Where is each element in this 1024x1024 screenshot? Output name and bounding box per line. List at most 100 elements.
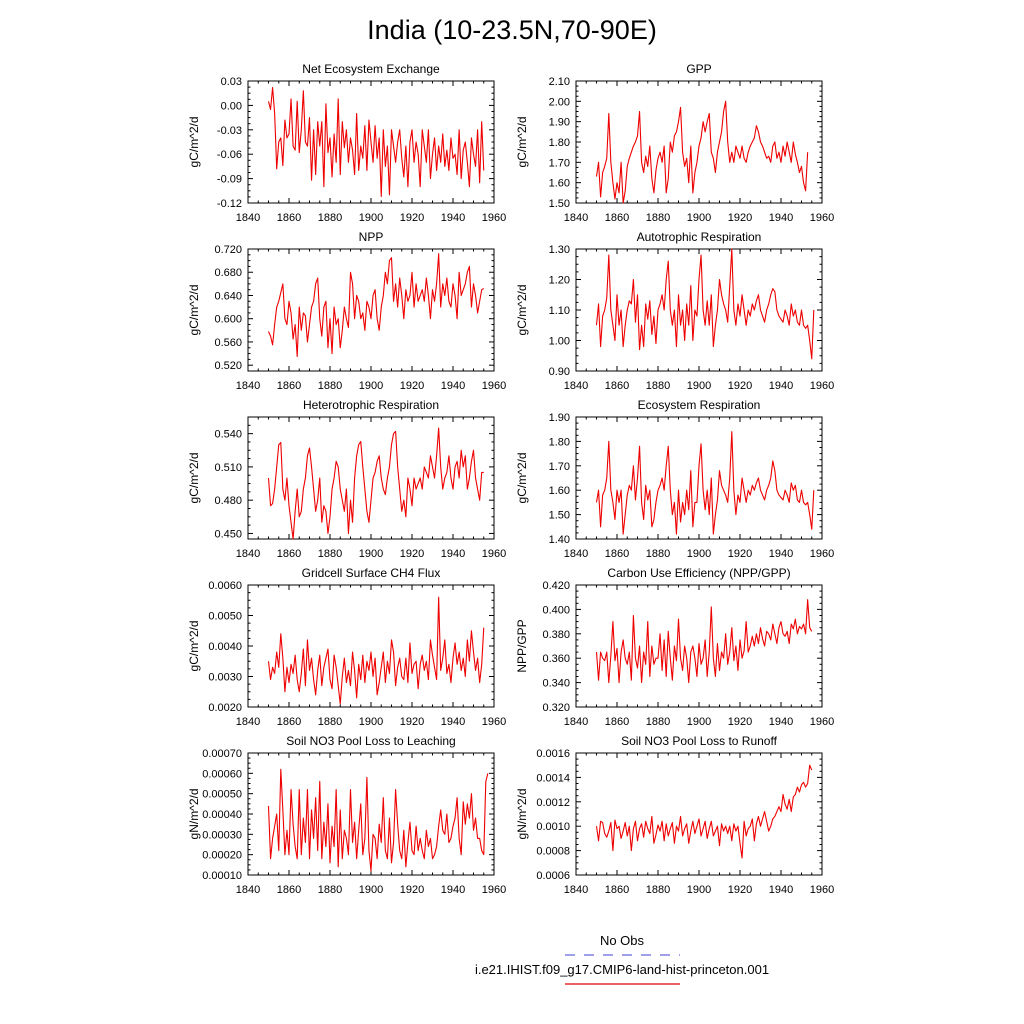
- x-tick-label: 1880: [646, 884, 670, 896]
- y-tick-label: 0.0008: [536, 846, 570, 858]
- y-tick-label: 1.30: [549, 244, 570, 256]
- y-tick-label: 0.0050: [208, 611, 242, 623]
- x-tick-label: 1960: [810, 548, 834, 560]
- x-tick-label: 1920: [400, 716, 424, 728]
- y-tick-label: 1.80: [549, 436, 570, 448]
- legend: No Obs i.e21.IHIST.f09_g17.CMIP6-land-hi…: [475, 933, 769, 985]
- y-tick-label: 0.0060: [208, 580, 242, 592]
- x-tick-label: 1920: [400, 884, 424, 896]
- plot-frame: [247, 752, 495, 876]
- y-tick-label: 0.360: [542, 653, 570, 665]
- chart-panel-7: Carbon Use Efficiency (NPP/GPP) NPP/GPP 18…: [515, 566, 834, 728]
- x-tick-label: 1900: [359, 716, 383, 728]
- x-tick-label: 1960: [482, 884, 506, 896]
- y-tick-label: 0.600: [214, 314, 242, 326]
- x-tick-label: 1840: [236, 716, 260, 728]
- chart-panel-2: NPP gC/m^2/d 1840 1860 1880 1900 1920 1940 1960 0…: [187, 230, 506, 392]
- x-tick-label: 1960: [482, 548, 506, 560]
- x-tick-label: 1840: [564, 716, 588, 728]
- panel-title: Soil NO3 Pool Loss to Runoff: [621, 734, 778, 748]
- x-tick-label: 1880: [318, 716, 342, 728]
- y-tick-label: 1.90: [549, 117, 570, 129]
- x-tick-label: 1920: [400, 212, 424, 224]
- x-tick-label: 1900: [359, 884, 383, 896]
- y-tick-label: 2.00: [549, 96, 570, 108]
- y-axis-label: gN/m^2/d: [187, 789, 201, 840]
- panels-group: Net Ecosystem Exchange gC/m^2/d 1840 1860 18…: [187, 62, 834, 896]
- y-tick-label: 0.03: [221, 76, 242, 88]
- x-tick-label: 1860: [277, 212, 301, 224]
- y-tick-label: 1.90: [549, 412, 570, 424]
- x-tick-label: 1960: [810, 716, 834, 728]
- chart-panel-6: Gridcell Surface CH4 Flux gC/m^2/d 1840 186…: [187, 566, 506, 728]
- x-tick-label: 1880: [318, 548, 342, 560]
- y-tick-label: 0.420: [542, 580, 570, 592]
- panel-title: Carbon Use Efficiency (NPP/GPP): [607, 566, 790, 580]
- y-tick-label: 1.50: [549, 198, 570, 210]
- series-line-0: [267, 768, 489, 872]
- x-tick-label: 1860: [277, 380, 301, 392]
- series-line-0: [267, 596, 485, 705]
- x-tick-label: 1880: [646, 716, 670, 728]
- y-tick-label: 2.10: [549, 76, 570, 88]
- x-tick-label: 1860: [605, 548, 629, 560]
- x-tick-label: 1920: [728, 380, 752, 392]
- y-tick-label: -0.09: [217, 174, 242, 186]
- y-tick-label: 1.60: [549, 485, 570, 497]
- legend-entry-1-label: i.e21.IHIST.f09_g17.CMIP6-land-hist-prin…: [475, 962, 769, 977]
- chart-panel-5: Ecosystem Respiration gC/m^2/d 1840 1860 188…: [515, 398, 834, 560]
- y-tick-label: -0.03: [217, 125, 242, 137]
- panel-title: Autotrophic Respiration: [637, 230, 762, 244]
- panel-title: Heterotrophic Respiration: [303, 398, 439, 412]
- chart-panel-1: GPP gC/m^2/d 1840 1860 1880 1900 1920 1940 1960 1…: [515, 62, 834, 224]
- y-tick-label: 0.720: [214, 244, 242, 256]
- plot-frame: [575, 752, 823, 876]
- y-tick-label: 0.680: [214, 267, 242, 279]
- y-tick-label: 0.640: [214, 290, 242, 302]
- plot-frame: [247, 416, 495, 540]
- x-tick-label: 1940: [769, 380, 793, 392]
- y-tick-label: 0.0014: [536, 772, 570, 784]
- y-tick-label: 0.400: [542, 604, 570, 616]
- y-tick-label: 0.520: [214, 360, 242, 372]
- x-tick-label: 1880: [646, 380, 670, 392]
- x-tick-label: 1940: [769, 884, 793, 896]
- figure-title: India (10-23.5N,70-90E): [367, 15, 657, 45]
- y-tick-label: 0.480: [214, 495, 242, 507]
- x-tick-label: 1960: [482, 380, 506, 392]
- x-tick-label: 1920: [400, 548, 424, 560]
- x-tick-label: 1960: [482, 716, 506, 728]
- y-axis-label: gC/m^2/d: [515, 117, 529, 168]
- panel-title: Gridcell Surface CH4 Flux: [302, 566, 441, 580]
- y-tick-label: 1.20: [549, 275, 570, 287]
- y-axis-label: gC/m^2/d: [187, 117, 201, 168]
- y-tick-label: 0.0030: [208, 672, 242, 684]
- y-tick-label: 0.0006: [536, 870, 570, 882]
- x-tick-label: 1940: [441, 380, 465, 392]
- y-tick-label: 0.00040: [202, 809, 242, 821]
- x-tick-label: 1920: [728, 716, 752, 728]
- x-tick-label: 1920: [728, 884, 752, 896]
- y-tick-label: 0.510: [214, 462, 242, 474]
- y-tick-label: 1.50: [549, 510, 570, 522]
- y-tick-label: 0.0020: [208, 702, 242, 714]
- series-line-0: [595, 100, 809, 204]
- y-tick-label: 0.90: [549, 366, 570, 378]
- x-tick-label: 1840: [564, 548, 588, 560]
- y-tick-label: 0.00020: [202, 850, 242, 862]
- x-tick-label: 1860: [605, 884, 629, 896]
- series-line-0: [267, 427, 484, 540]
- y-tick-label: 1.70: [549, 157, 570, 169]
- y-tick-label: 0.340: [542, 678, 570, 690]
- y-tick-label: 0.0012: [536, 797, 570, 809]
- x-tick-label: 1960: [810, 212, 834, 224]
- x-tick-label: 1880: [646, 212, 670, 224]
- panel-title: Net Ecosystem Exchange: [302, 62, 440, 76]
- x-tick-label: 1900: [359, 548, 383, 560]
- series-line-0: [595, 248, 815, 360]
- y-axis-label: gN/m^2/d: [515, 789, 529, 840]
- x-tick-label: 1900: [359, 380, 383, 392]
- x-tick-label: 1880: [318, 212, 342, 224]
- y-tick-label: 0.00050: [202, 789, 242, 801]
